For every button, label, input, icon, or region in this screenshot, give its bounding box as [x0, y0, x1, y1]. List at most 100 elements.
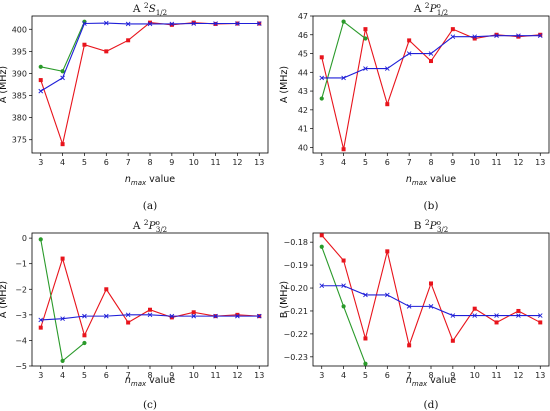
data-point-red-d	[385, 249, 390, 254]
data-point-blue-a	[125, 21, 131, 27]
y-tick-label-a: 400	[12, 25, 27, 34]
data-point-blue-a	[38, 88, 44, 94]
series-line-red-a	[40, 22, 260, 147]
x-tick-label-a: 13	[254, 158, 264, 167]
x-tick-label-a: 5	[82, 158, 87, 167]
data-point-green-a	[38, 64, 43, 69]
data-point-blue-c	[147, 312, 153, 318]
data-point-red-a	[148, 20, 152, 25]
y-tick-label-b: 46	[298, 31, 308, 40]
data-point-blue-d	[450, 313, 456, 318]
x-tick-label-c: 8	[147, 371, 152, 380]
data-point-red-b	[407, 38, 412, 43]
data-point-red-c	[235, 312, 240, 317]
data-point-red-d	[472, 306, 477, 311]
data-point-red-c	[191, 310, 196, 315]
data-point-blue-d	[406, 304, 412, 309]
series-line-blue-c	[40, 314, 260, 321]
x-tick-label-b: 11	[491, 158, 501, 167]
data-point-blue-d	[341, 283, 346, 289]
y-tick-label-b: 45	[298, 50, 308, 59]
data-point-red-d	[341, 258, 346, 263]
data-point-red-d	[407, 343, 412, 348]
x-tick-label-d: 3	[319, 371, 324, 380]
data-point-blue-b	[494, 33, 499, 39]
data-point-blue-c	[191, 313, 197, 319]
data-point-blue-a	[60, 75, 65, 81]
data-point-blue-d	[472, 313, 478, 318]
x-tick-label-b: 13	[535, 158, 545, 167]
chart-title-a: A 2S1/2	[132, 1, 167, 17]
data-point-blue-c	[60, 316, 65, 322]
x-tick-label-c: 12	[232, 371, 242, 380]
data-point-red-d	[429, 281, 433, 286]
data-point-green-b	[363, 36, 368, 41]
x-tick-label-b: 5	[363, 158, 368, 167]
data-point-blue-a	[103, 20, 109, 26]
y-tick-label-c: 0	[22, 234, 27, 243]
data-point-green-b	[319, 96, 324, 101]
x-tick-label-c: 9	[169, 371, 174, 380]
data-point-red-d	[319, 233, 324, 238]
x-tick-label-c: 3	[38, 371, 43, 380]
y-tick-label-c: −5	[15, 362, 27, 371]
data-point-blue-b	[516, 33, 521, 39]
y-tick-label-d: −0.19	[283, 261, 308, 270]
data-point-blue-d	[319, 283, 325, 289]
data-point-green-a	[60, 69, 65, 74]
data-point-red-a	[126, 38, 131, 43]
data-point-green-d	[319, 244, 324, 249]
data-point-blue-c	[125, 312, 131, 318]
series-line-blue-a	[40, 22, 260, 92]
data-point-blue-d	[516, 313, 521, 318]
data-point-red-b	[319, 55, 324, 60]
data-point-blue-b	[406, 51, 412, 56]
data-point-blue-d	[428, 304, 434, 309]
x-tick-label-d: 9	[450, 371, 455, 380]
x-tick-label-a: 3	[38, 158, 43, 167]
data-point-blue-a	[147, 21, 153, 27]
data-point-red-c	[38, 325, 43, 330]
x-tick-label-a: 11	[210, 158, 220, 167]
y-tick-label-a: 380	[12, 114, 27, 123]
x-tick-label-a: 9	[169, 158, 174, 167]
plot-frame-a	[31, 15, 269, 154]
series-line-red-b	[321, 28, 541, 150]
data-point-blue-a	[213, 21, 218, 26]
data-point-green-d	[341, 304, 346, 309]
x-tick-label-a: 7	[126, 158, 131, 167]
x-tick-label-d: 11	[491, 371, 501, 380]
y-tick-label-c: −2	[15, 285, 27, 294]
y-tick-label-a: 395	[12, 47, 27, 56]
data-point-red-c	[169, 315, 174, 320]
data-point-red-a	[169, 22, 174, 27]
data-point-blue-c	[103, 313, 109, 319]
data-point-red-a	[38, 78, 43, 83]
y-tick-label-d: −0.21	[283, 307, 308, 316]
data-point-blue-c	[38, 317, 44, 323]
data-point-blue-b	[341, 75, 346, 81]
data-point-blue-b	[472, 34, 478, 39]
x-axis-label-a: nmax value	[125, 174, 175, 187]
data-point-red-c	[82, 333, 87, 338]
y-tick-label-a: 375	[12, 136, 27, 145]
chart-title-b: A 2Po 1/2	[413, 1, 448, 17]
y-tick-label-b: 47	[298, 12, 308, 21]
data-point-red-b	[385, 102, 390, 107]
x-tick-label-b: 8	[428, 158, 433, 167]
x-axis-label-b: nmax value	[406, 174, 456, 187]
y-tick-label-c: −1	[15, 260, 27, 269]
y-tick-label-d: −0.20	[283, 284, 308, 293]
y-axis-label-c: A (MHz)	[0, 281, 9, 318]
x-tick-label-a: 6	[104, 158, 109, 167]
x-tick-label-d: 6	[385, 371, 390, 380]
panel-d: 3 4 5 6 7 8 9 10 11 12 13 −0.18 −0.19 −0.20 −0.21 −0.22…	[279, 218, 550, 411]
data-point-blue-b	[450, 34, 456, 39]
data-point-blue-d	[537, 313, 543, 318]
data-point-red-c	[60, 256, 65, 261]
data-point-blue-c	[213, 313, 218, 319]
x-tick-label-b: 6	[385, 158, 390, 167]
x-tick-label-c: 10	[189, 371, 199, 380]
y-axis-label-a: A (MHz)	[0, 66, 9, 103]
